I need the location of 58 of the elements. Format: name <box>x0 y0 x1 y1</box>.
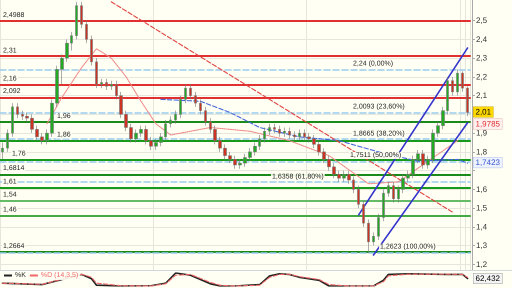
y-tick-label: 1,6 <box>476 184 488 194</box>
y-tick-label: 1,5 <box>476 204 488 213</box>
candlestick <box>293 130 296 141</box>
text: 1,7423 <box>476 158 501 168</box>
y-tick-label: 1,2 <box>476 260 488 269</box>
candlestick <box>283 127 286 138</box>
line-series <box>160 98 468 164</box>
candlestick <box>16 102 19 118</box>
candlestick <box>184 84 187 104</box>
candlestick <box>11 102 14 138</box>
text: 1,9785 <box>476 120 501 128</box>
candlestick <box>451 76 454 96</box>
y-tick-label: 1,9 <box>476 128 488 138</box>
candlestick <box>105 78 108 90</box>
candlestick <box>367 219 370 253</box>
candlestick <box>362 200 365 228</box>
y-tick-label: 2,3 <box>476 54 488 63</box>
y-tick-label: 2,1 <box>476 91 488 100</box>
candlestick <box>189 84 192 100</box>
candlestick <box>179 95 182 118</box>
y-tick-label: 1,8 <box>476 147 488 156</box>
candlestick <box>466 86 469 117</box>
text: 2,01 <box>476 108 492 116</box>
y-tick-label: 1,4 <box>476 222 488 232</box>
candlestick <box>199 99 202 115</box>
candlestick <box>6 129 9 152</box>
candlestick <box>174 110 177 124</box>
candlestick <box>357 185 360 208</box>
candlestick <box>204 106 207 126</box>
candlestick <box>372 232 375 246</box>
candlestick <box>377 213 380 240</box>
line-series <box>46 48 458 184</box>
candlestick <box>75 2 78 40</box>
text: 62,432 <box>476 274 501 283</box>
y-tick-label: 2,2 <box>476 72 488 82</box>
candlestick <box>110 80 113 90</box>
candlestick <box>90 35 93 66</box>
candlestick <box>278 125 281 138</box>
candlestick <box>95 58 98 88</box>
y-tick-label: 2,5 <box>476 16 488 26</box>
candlestick <box>461 70 464 92</box>
candlestick <box>382 189 385 222</box>
candlestick <box>387 182 390 198</box>
candlestick <box>100 78 103 88</box>
candlestick <box>273 123 276 134</box>
y-tick-label: 1,3 <box>476 241 488 250</box>
candlestick <box>392 182 395 203</box>
candlestick <box>85 20 88 44</box>
candlestick <box>169 116 172 128</box>
candlestick <box>1 142 4 160</box>
candlestick <box>263 127 266 143</box>
candlestick <box>298 129 301 141</box>
candlestick <box>268 123 271 136</box>
y-tick-label: 2,4 <box>476 34 488 44</box>
candlestick <box>456 69 459 96</box>
candlestick <box>194 92 197 108</box>
candlestick <box>288 127 291 140</box>
candlestick <box>80 2 83 28</box>
